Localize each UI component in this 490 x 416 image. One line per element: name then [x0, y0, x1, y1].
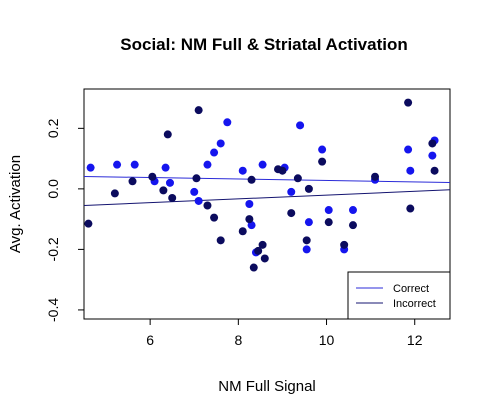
fit-line-incorrect: [83, 189, 451, 207]
point-incorrect: [110, 189, 119, 198]
point-incorrect: [168, 193, 177, 202]
point-correct: [194, 196, 203, 205]
point-correct: [258, 160, 267, 169]
point-correct: [247, 221, 256, 230]
point-incorrect: [258, 240, 267, 249]
x-tick-label: 10: [319, 332, 335, 348]
point-incorrect: [210, 213, 219, 222]
point-correct: [404, 145, 413, 154]
point-correct: [161, 163, 170, 172]
point-incorrect: [304, 184, 313, 193]
point-correct: [238, 166, 247, 175]
x-axis: 6 8 10 12: [146, 319, 423, 348]
point-incorrect: [254, 246, 263, 255]
point-correct: [324, 206, 333, 215]
y-tick-label: 0.2: [45, 118, 61, 138]
y-tick-label: 0.0: [45, 179, 61, 199]
point-correct: [348, 206, 357, 215]
point-incorrect: [430, 166, 439, 175]
legend-box: [347, 271, 451, 320]
point-incorrect: [238, 227, 247, 236]
y-tick-label: -0.4: [45, 298, 61, 322]
point-correct: [130, 160, 139, 169]
point-incorrect: [287, 209, 296, 218]
point-correct: [406, 166, 415, 175]
point-correct: [318, 145, 327, 154]
point-incorrect: [340, 240, 349, 249]
point-incorrect: [302, 236, 311, 245]
y-tick-label: -0.2: [45, 237, 61, 261]
fit-line-correct: [83, 175, 451, 184]
data-points: [84, 98, 439, 272]
point-correct: [428, 151, 437, 160]
x-tick-label: 8: [234, 332, 242, 348]
point-incorrect: [192, 174, 201, 183]
point-incorrect: [260, 254, 269, 263]
point-incorrect: [148, 172, 157, 181]
point-incorrect: [159, 186, 168, 195]
point-correct: [113, 160, 122, 169]
x-tick-label: 6: [146, 332, 154, 348]
point-correct: [203, 160, 212, 169]
point-correct: [210, 148, 219, 157]
point-correct: [86, 163, 95, 172]
point-correct: [304, 218, 313, 227]
fit-lines: [83, 175, 451, 207]
point-incorrect: [293, 174, 302, 183]
x-tick-label: 12: [407, 332, 423, 348]
point-incorrect: [203, 201, 212, 210]
y-axis: -0.4 -0.2 0.0 0.2: [45, 118, 84, 322]
point-incorrect: [163, 130, 172, 139]
legend-label-incorrect: Incorrect: [393, 298, 436, 310]
point-incorrect: [404, 98, 413, 107]
point-incorrect: [249, 263, 258, 272]
point-incorrect: [128, 177, 137, 186]
x-axis-label: NM Full Signal: [218, 378, 316, 395]
point-correct: [302, 245, 311, 254]
point-correct: [287, 187, 296, 196]
point-incorrect: [245, 215, 254, 224]
legend: Correct Incorrect: [347, 271, 451, 320]
legend-label-correct: Correct: [393, 283, 429, 295]
point-incorrect: [84, 219, 93, 228]
point-incorrect: [318, 157, 327, 166]
point-incorrect: [428, 139, 437, 148]
point-correct: [190, 187, 199, 196]
point-correct: [223, 118, 232, 127]
point-incorrect: [324, 218, 333, 227]
point-incorrect: [216, 236, 225, 245]
point-incorrect: [406, 204, 415, 213]
point-incorrect: [247, 175, 256, 184]
plot-frame: [83, 88, 451, 320]
point-correct: [245, 200, 254, 208]
y-axis-label: Avg. Activation: [7, 155, 24, 253]
point-correct: [165, 178, 174, 187]
point-incorrect: [348, 221, 357, 230]
chart-title: Social: NM Full & Striatal Activation: [120, 35, 407, 54]
point-incorrect: [278, 166, 287, 175]
point-correct: [216, 139, 225, 148]
point-incorrect: [194, 106, 203, 115]
point-correct: [296, 121, 305, 130]
point-incorrect: [371, 172, 380, 181]
